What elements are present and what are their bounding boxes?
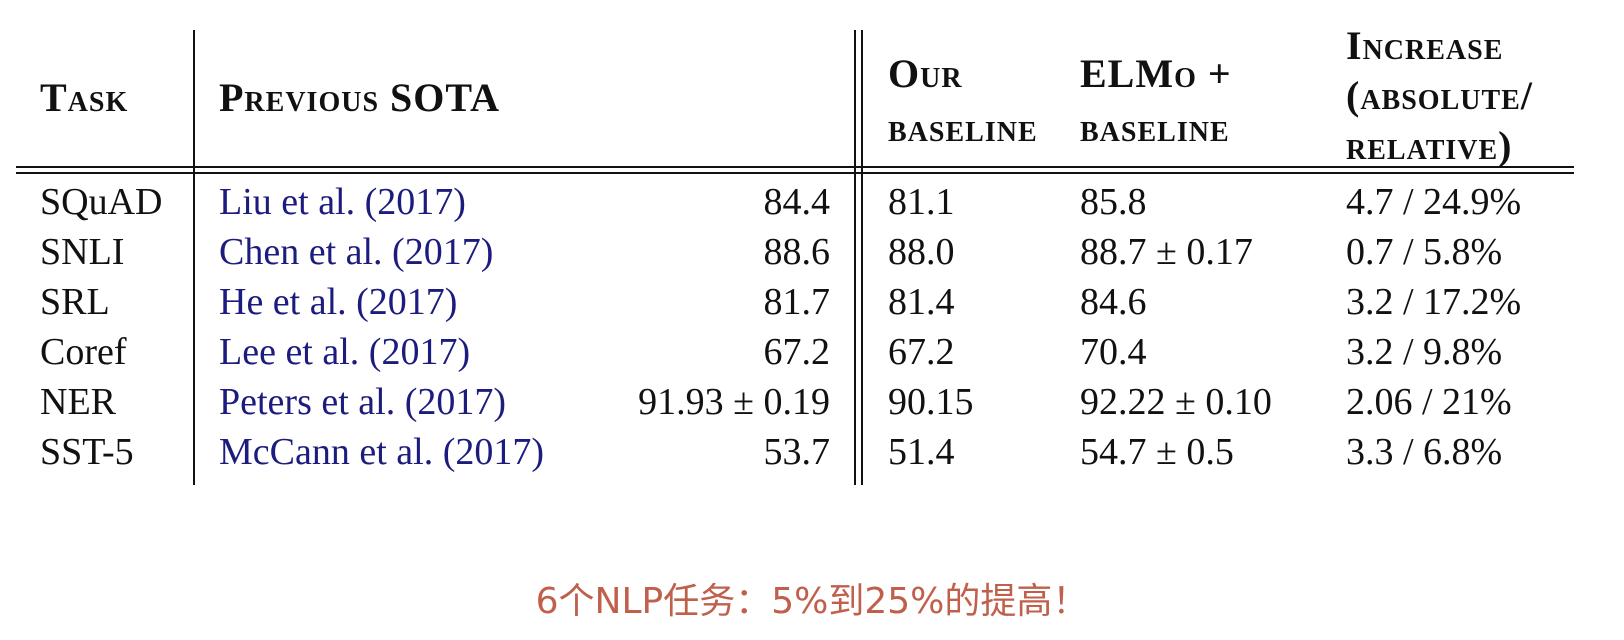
cell-citation[interactable]: He et al. (2017) bbox=[219, 281, 458, 323]
cell-our-baseline: 67.2 bbox=[888, 331, 955, 373]
cell-previous-sota: 81.7 bbox=[763, 281, 831, 323]
cell-previous-sota: 67.2 bbox=[763, 331, 831, 373]
cell-elmo-baseline: 70.4 bbox=[1080, 331, 1147, 373]
header-increase-line1: Increase bbox=[1346, 23, 1504, 68]
cell-our-baseline: 88.0 bbox=[888, 231, 955, 273]
cell-our-baseline: 51.4 bbox=[888, 431, 955, 473]
cell-task: SNLI bbox=[40, 231, 125, 273]
cell-increase: 0.7 / 5.8% bbox=[1346, 231, 1503, 273]
cell-citation[interactable]: Liu et al. (2017) bbox=[219, 181, 466, 223]
cell-task: Coref bbox=[40, 331, 127, 373]
cell-previous-sota: 88.6 bbox=[763, 231, 831, 273]
slide-caption: 6个NLP任务：5%到25%的提高！ bbox=[535, 581, 1089, 622]
header-rule-top bbox=[16, 166, 1574, 168]
cell-task: SST-5 bbox=[40, 431, 134, 473]
header-our-baseline-line2: baseline bbox=[888, 105, 1038, 150]
cell-elmo-baseline: 84.6 bbox=[1080, 281, 1147, 323]
cell-our-baseline: 81.1 bbox=[888, 181, 955, 223]
cell-citation[interactable]: Peters et al. (2017) bbox=[219, 381, 507, 423]
cell-our-baseline: 81.4 bbox=[888, 281, 955, 323]
cell-task: SRL bbox=[40, 281, 110, 323]
cell-elmo-baseline: 85.8 bbox=[1080, 181, 1147, 223]
cell-increase: 3.2 / 17.2% bbox=[1346, 281, 1522, 323]
cell-increase: 3.3 / 6.8% bbox=[1346, 431, 1503, 473]
header-previous-sota: Previous SOTA bbox=[219, 75, 500, 120]
cell-elmo-baseline: 54.7 ± 0.5 bbox=[1080, 431, 1234, 473]
header-increase-line2: (absolute/ bbox=[1346, 73, 1533, 118]
cell-task: NER bbox=[40, 381, 116, 423]
cell-our-baseline: 90.15 bbox=[888, 381, 974, 423]
cell-citation[interactable]: McCann et al. (2017) bbox=[219, 431, 545, 473]
column-separator-double-left bbox=[854, 30, 856, 485]
header-increase-line3: relative) bbox=[1346, 123, 1513, 168]
cell-increase: 4.7 / 24.9% bbox=[1346, 181, 1522, 223]
cell-elmo-baseline: 92.22 ± 0.10 bbox=[1080, 381, 1272, 423]
cell-previous-sota: 84.4 bbox=[763, 181, 831, 223]
cell-task: SQuAD bbox=[40, 181, 163, 223]
cell-previous-sota: 53.7 bbox=[763, 431, 831, 473]
cell-elmo-baseline: 88.7 ± 0.17 bbox=[1080, 231, 1253, 273]
column-separator-task bbox=[193, 30, 195, 485]
header-our-baseline-line1: Our bbox=[888, 51, 963, 96]
cell-previous-sota: 91.93 ± 0.19 bbox=[638, 381, 830, 423]
header-rule-bottom bbox=[16, 172, 1574, 174]
cell-citation[interactable]: Chen et al. (2017) bbox=[219, 231, 494, 273]
cell-citation[interactable]: Lee et al. (2017) bbox=[219, 331, 471, 373]
header-elmo-baseline-line2: baseline bbox=[1080, 105, 1230, 150]
header-task: Task bbox=[40, 75, 129, 120]
header-elmo-baseline-line1: ELMo + bbox=[1080, 51, 1232, 96]
column-separator-double-right bbox=[861, 30, 863, 485]
cell-increase: 2.06 / 21% bbox=[1346, 381, 1512, 423]
cell-increase: 3.2 / 9.8% bbox=[1346, 331, 1503, 373]
